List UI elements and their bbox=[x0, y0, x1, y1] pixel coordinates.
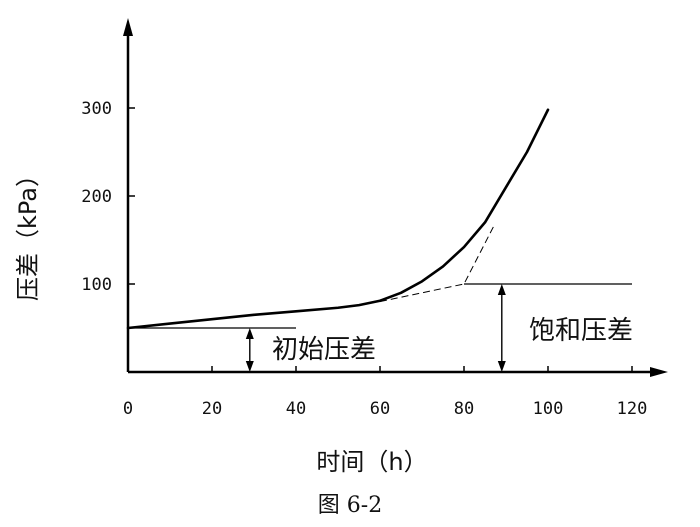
figure-caption: 图 6-2 bbox=[318, 493, 382, 518]
annotation-label: 初始压差 bbox=[272, 335, 376, 365]
annotations: 初始压差 饱和压差 bbox=[245, 284, 633, 372]
x-axis-arrow-icon bbox=[650, 367, 668, 377]
y-tick-label: 100 bbox=[81, 275, 112, 295]
x-tick-label: 0 bbox=[123, 399, 133, 419]
axes bbox=[123, 18, 668, 377]
y-tick-label: 300 bbox=[81, 99, 112, 119]
x-tick-label: 80 bbox=[454, 399, 474, 419]
arrow-up-icon bbox=[497, 284, 506, 295]
arrow-up-icon bbox=[245, 328, 254, 339]
x-axis-title: 时间（h） bbox=[316, 448, 427, 476]
asymptote-lines bbox=[379, 226, 494, 303]
annotation-label: 饱和压差 bbox=[529, 316, 633, 346]
arrow-down-icon bbox=[245, 361, 254, 372]
asymptote-line bbox=[379, 226, 494, 303]
x-tick-label: 100 bbox=[533, 399, 564, 419]
x-ticks: 0 20 40 60 80 100 120 bbox=[123, 366, 647, 419]
x-tick-label: 120 bbox=[617, 399, 648, 419]
reference-levels bbox=[128, 283, 632, 329]
y-tick-label: 200 bbox=[81, 187, 112, 207]
x-tick-label: 40 bbox=[286, 399, 306, 419]
y-ticks: 100 200 300 bbox=[81, 99, 135, 295]
series-group bbox=[126, 108, 550, 330]
x-tick-label: 60 bbox=[370, 399, 390, 419]
y-axis-title: 压差（kPa） bbox=[14, 163, 42, 301]
arrow-down-icon bbox=[497, 361, 506, 372]
y-axis-arrow-icon bbox=[123, 18, 133, 36]
x-tick-label: 20 bbox=[202, 399, 222, 419]
pressure-curve bbox=[126, 108, 550, 330]
